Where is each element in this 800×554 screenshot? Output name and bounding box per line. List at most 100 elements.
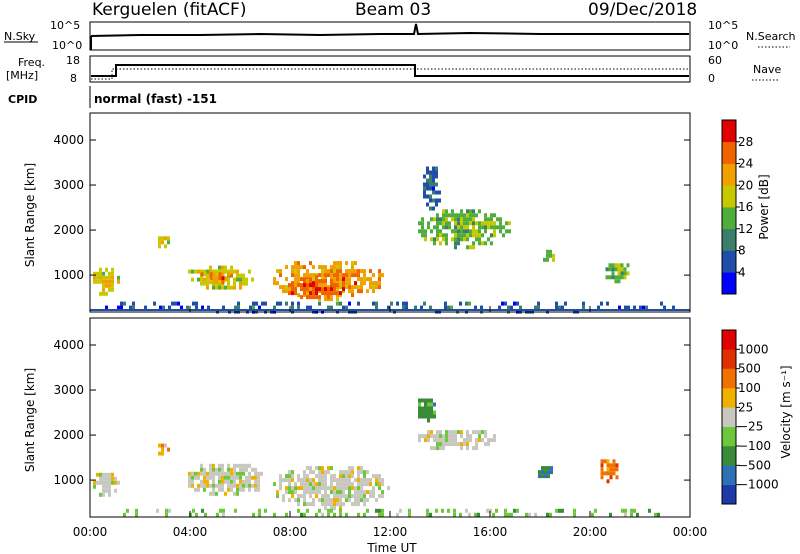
velocity-cell — [224, 475, 227, 480]
velocity-cell — [421, 434, 424, 439]
y-tick-label: 2000 — [53, 428, 84, 442]
velocity-cell — [436, 442, 439, 447]
power-cell — [303, 287, 306, 292]
velocity-cell — [318, 482, 321, 487]
velocity-cell — [324, 478, 327, 483]
power-cell — [117, 275, 120, 280]
power-cell — [439, 221, 442, 226]
velocity-cell — [297, 498, 300, 503]
power-cell — [206, 280, 210, 285]
velocity-cell — [233, 467, 236, 472]
power-cell — [200, 269, 203, 274]
velocity-cell — [224, 471, 227, 476]
velocity-cell — [342, 470, 345, 475]
power-cell — [435, 174, 438, 179]
velocity-cell — [336, 490, 339, 495]
power-cell — [111, 267, 114, 272]
power-cell — [291, 283, 294, 288]
velocity-cell — [366, 490, 369, 495]
power-cell — [282, 285, 285, 290]
power-cell — [487, 237, 490, 242]
power-cell — [432, 198, 435, 203]
velocity-cell — [609, 467, 613, 472]
velocity-cell — [375, 478, 378, 483]
velocity-cell — [336, 482, 339, 487]
power-cell — [451, 213, 454, 218]
velocity-cell — [427, 438, 430, 443]
velocity-cell — [448, 430, 451, 435]
velocity-cell — [421, 406, 424, 411]
velocity-cell — [165, 512, 168, 517]
power-cell — [285, 301, 288, 306]
velocity-cell — [309, 502, 312, 507]
velocity-cell — [636, 512, 639, 517]
velocity-cell — [345, 512, 348, 517]
power-cell — [469, 213, 472, 218]
velocity-cell — [242, 479, 245, 484]
velocity-cell — [260, 471, 263, 476]
power-cell — [508, 229, 511, 234]
velocity-cell — [330, 466, 333, 471]
velocity-cell — [200, 479, 203, 484]
power-cell — [168, 305, 171, 310]
power-cell — [445, 233, 448, 238]
power-cell — [261, 301, 264, 306]
velocity-cell — [487, 442, 490, 447]
power-cell — [436, 221, 439, 226]
velocity-cell — [315, 474, 318, 479]
power-cell — [167, 236, 170, 241]
power-cell — [552, 253, 555, 258]
power-cell — [369, 281, 372, 286]
velocity-cell — [445, 438, 448, 443]
velocity-cell — [257, 483, 260, 488]
velocity-cell — [254, 467, 257, 472]
power-cell — [372, 281, 375, 286]
velocity-cell — [303, 470, 306, 475]
power-cell — [327, 273, 330, 278]
velocity-cell — [126, 508, 129, 513]
velocity-cell — [615, 467, 619, 472]
velocity-cell — [426, 508, 429, 513]
colorbar-tick-label: 4 — [738, 265, 746, 279]
power-cell — [439, 229, 442, 234]
velocity-cell — [227, 463, 230, 468]
power-cell — [203, 269, 206, 274]
velocity-cell — [318, 508, 321, 513]
power-cell — [369, 285, 372, 290]
velocity-cell — [209, 491, 212, 496]
power-echo-region — [605, 263, 630, 284]
velocity-cell — [230, 483, 233, 488]
velocity-cell — [102, 476, 105, 481]
power-cell — [457, 221, 460, 226]
power-cell — [363, 281, 366, 286]
velocity-cell — [624, 508, 627, 513]
velocity-cell — [315, 482, 318, 487]
velocity-cell — [188, 479, 191, 484]
power-cell — [203, 277, 206, 282]
power-cell — [605, 275, 609, 280]
velocity-cell — [451, 438, 454, 443]
power-cell — [252, 301, 255, 306]
power-cell — [162, 305, 165, 310]
velocity-cell — [418, 410, 421, 415]
velocity-cell — [475, 430, 478, 435]
power-cell — [312, 277, 315, 282]
velocity-cell — [192, 508, 195, 513]
power-cell — [510, 305, 513, 310]
velocity-cell — [427, 414, 430, 419]
power-cell — [375, 285, 378, 290]
velocity-cell — [227, 479, 230, 484]
velocity-cell — [351, 494, 354, 499]
power-cell — [132, 305, 135, 310]
velocity-cell — [114, 476, 117, 481]
velocity-cell — [108, 476, 111, 481]
velocity-cell — [360, 478, 363, 483]
velocity-cell — [333, 512, 336, 517]
power-cell — [348, 301, 351, 306]
power-cell — [309, 291, 312, 296]
velocity-cell — [430, 414, 433, 419]
freq-label: Freq. — [18, 56, 45, 69]
velocity-cell — [357, 474, 360, 479]
velocity-cell — [239, 471, 242, 476]
